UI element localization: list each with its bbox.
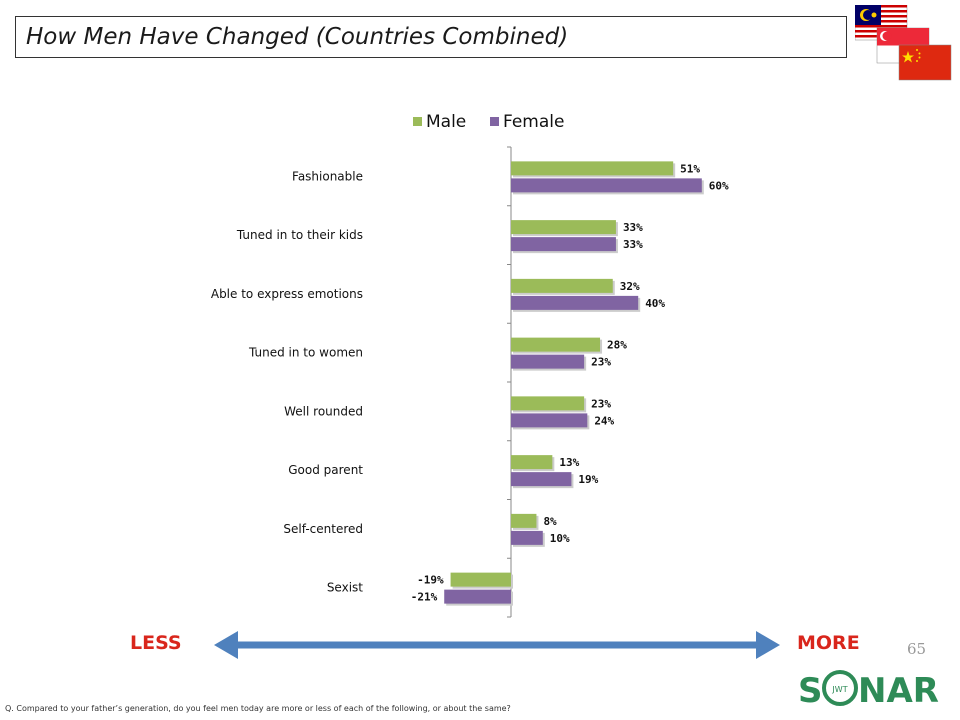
bar-male	[450, 572, 511, 587]
bar-male	[511, 220, 616, 235]
legend-label-female: Female	[503, 112, 564, 132]
category-label: Able to express emotions	[211, 287, 363, 301]
bar-female	[511, 354, 585, 369]
logo-jwt: JWT	[831, 685, 847, 694]
bar-male	[511, 278, 613, 293]
category-label: Well rounded	[284, 404, 363, 418]
bar-female	[511, 472, 572, 487]
more-label: MORE	[797, 632, 860, 654]
data-label-female: 19%	[578, 473, 598, 486]
footnote: Q. Compared to your father’s generation,…	[5, 704, 511, 713]
data-label-male: 8%	[543, 515, 557, 528]
bar-female	[511, 237, 616, 252]
data-label-female: 33%	[623, 238, 643, 251]
data-label-male: 13%	[559, 456, 579, 469]
bar-male	[511, 513, 537, 528]
legend-label-male: Male	[426, 112, 466, 132]
data-label-male: 28%	[607, 339, 627, 352]
bar-male	[511, 337, 601, 352]
bar-female	[511, 413, 588, 428]
country-flags	[855, 5, 952, 81]
title-box: How Men Have Changed (Countries Combined…	[15, 16, 847, 58]
data-label-female: 60%	[709, 179, 729, 192]
data-label-female: -21%	[411, 591, 438, 604]
less-more-arrow	[214, 631, 780, 659]
china-flag-icon	[898, 44, 952, 81]
legend-swatch-female	[490, 117, 499, 126]
double-arrow-icon	[214, 631, 780, 659]
logo-s: S	[798, 671, 823, 710]
bar-female	[444, 589, 511, 604]
data-label-male: 23%	[591, 397, 611, 410]
bar-male	[511, 455, 553, 470]
bar-male	[511, 396, 585, 411]
category-label: Tuned in to their kids	[236, 228, 363, 242]
less-label: LESS	[130, 632, 182, 654]
data-label-female: 40%	[645, 297, 665, 310]
bar-male	[511, 161, 674, 176]
bar-female	[511, 295, 639, 310]
bar-female	[511, 530, 543, 545]
bar-chart: Male Female Fashionable 51% 60% Tuned in to t…	[211, 112, 729, 618]
category-label: Tuned in to women	[248, 346, 363, 360]
logo-nar: NAR	[858, 671, 939, 710]
category-label: Fashionable	[292, 169, 363, 183]
data-label-male: 32%	[620, 280, 640, 293]
category-label: Self-centered	[283, 522, 363, 536]
page-number: 65	[907, 640, 927, 658]
data-label-female: 23%	[591, 356, 611, 369]
slide-title: How Men Have Changed (Countries Combined…	[26, 24, 569, 50]
category-label: Good parent	[288, 463, 363, 477]
data-label-male: 33%	[623, 221, 643, 234]
sonar-jwt-logo: S JWT NAR	[798, 670, 939, 710]
data-label-female: 24%	[594, 414, 614, 427]
data-label-female: 10%	[550, 532, 570, 545]
data-label-male: 51%	[680, 162, 700, 175]
category-label: Sexist	[327, 581, 363, 595]
bar-female	[511, 178, 702, 193]
legend-swatch-male	[413, 117, 422, 126]
data-label-male: -19%	[417, 574, 444, 587]
